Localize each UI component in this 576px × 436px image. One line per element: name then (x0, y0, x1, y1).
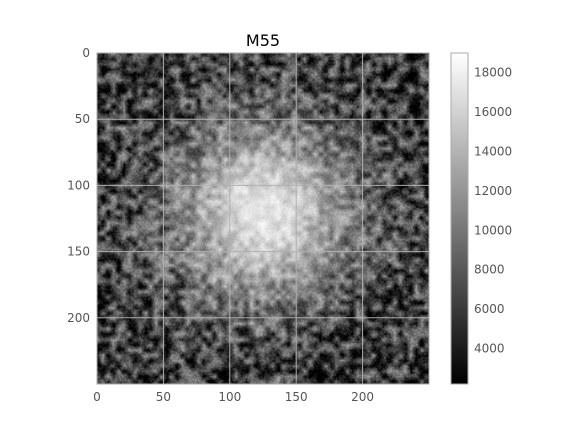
heatmap-image (97, 53, 429, 384)
colorbar-tick-label: 10000 (474, 223, 512, 237)
x-tick-label: 150 (285, 390, 308, 404)
y-tick-label: 0 (82, 46, 90, 60)
x-tick-label: 0 (93, 390, 101, 404)
y-tick-label: 150 (67, 245, 90, 259)
colorbar-tick-label: 18000 (474, 66, 512, 80)
x-tick-label: 100 (218, 390, 241, 404)
colorbar-tick-label: 6000 (474, 302, 505, 316)
colorbar-tick-label: 8000 (474, 263, 505, 277)
plot-frame (96, 52, 430, 385)
chart-title: M55 (246, 31, 280, 50)
colorbar-tick-label: 4000 (474, 342, 505, 356)
y-tick-label: 100 (67, 178, 90, 192)
colorbar-tick-label: 12000 (474, 184, 512, 198)
y-axis: 0 50 100 150 200 (67, 46, 90, 325)
colorbar-tick-label: 14000 (474, 145, 512, 159)
x-tick-label: 200 (351, 390, 374, 404)
colorbar-tick-label: 16000 (474, 105, 512, 119)
heatmap-pixels (97, 53, 429, 384)
x-axis: 0 50 100 150 200 (93, 390, 374, 404)
x-tick-label: 50 (156, 390, 171, 404)
colorbar-gradient (450, 52, 469, 385)
y-tick-label: 50 (75, 112, 90, 126)
y-tick-label: 200 (67, 311, 90, 325)
colorbar: 4000 6000 8000 10000 12000 14000 16000 18000 (450, 52, 512, 385)
